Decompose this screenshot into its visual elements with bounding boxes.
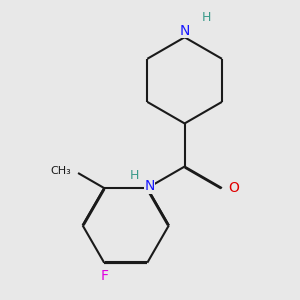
Text: O: O [229, 181, 239, 195]
Text: CH₃: CH₃ [51, 166, 72, 176]
Text: H: H [202, 11, 211, 24]
Text: F: F [100, 269, 108, 283]
Text: N: N [179, 24, 190, 38]
Text: H: H [130, 169, 139, 182]
Text: N: N [144, 179, 154, 193]
